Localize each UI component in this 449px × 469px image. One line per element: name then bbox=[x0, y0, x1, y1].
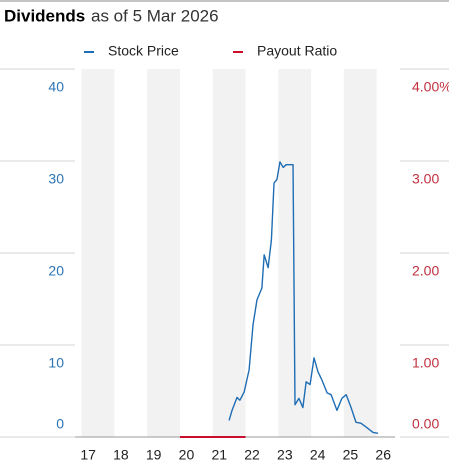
x-tick-label: 26 bbox=[375, 447, 391, 463]
x-tick-label: 22 bbox=[244, 447, 260, 463]
legend-label: Payout Ratio bbox=[257, 43, 337, 59]
chart-title: Dividends bbox=[4, 6, 85, 25]
year-band bbox=[343, 69, 377, 437]
chart-subtitle: as of 5 Mar 2026 bbox=[91, 6, 219, 25]
y-tick-label: 0 bbox=[56, 416, 64, 432]
y2-tick-label: 1.00 bbox=[412, 355, 439, 371]
year-band bbox=[81, 69, 115, 437]
y-tick-label: 30 bbox=[48, 171, 64, 187]
legend-label: Stock Price bbox=[108, 43, 179, 59]
x-tick-label: 17 bbox=[80, 447, 96, 463]
y-tick-label: 10 bbox=[48, 355, 64, 371]
y-tick-label: 40 bbox=[48, 79, 64, 95]
y2-tick-label: 4.00% bbox=[412, 79, 449, 95]
x-tick-label: 23 bbox=[277, 447, 293, 463]
y2-tick-label: 3.00 bbox=[412, 171, 439, 187]
x-tick-label: 21 bbox=[211, 447, 227, 463]
year-band bbox=[147, 69, 180, 437]
y2-tick-label: 2.00 bbox=[412, 263, 439, 279]
x-tick-label: 19 bbox=[146, 447, 162, 463]
y2-tick-label: 0.00 bbox=[412, 416, 439, 432]
y-tick-label: 20 bbox=[48, 263, 64, 279]
x-tick-label: 18 bbox=[113, 447, 129, 463]
x-tick-label: 25 bbox=[343, 447, 359, 463]
x-tick-label: 20 bbox=[179, 447, 195, 463]
x-tick-label: 24 bbox=[310, 447, 326, 463]
year-band bbox=[212, 69, 246, 437]
series-line bbox=[228, 161, 379, 435]
